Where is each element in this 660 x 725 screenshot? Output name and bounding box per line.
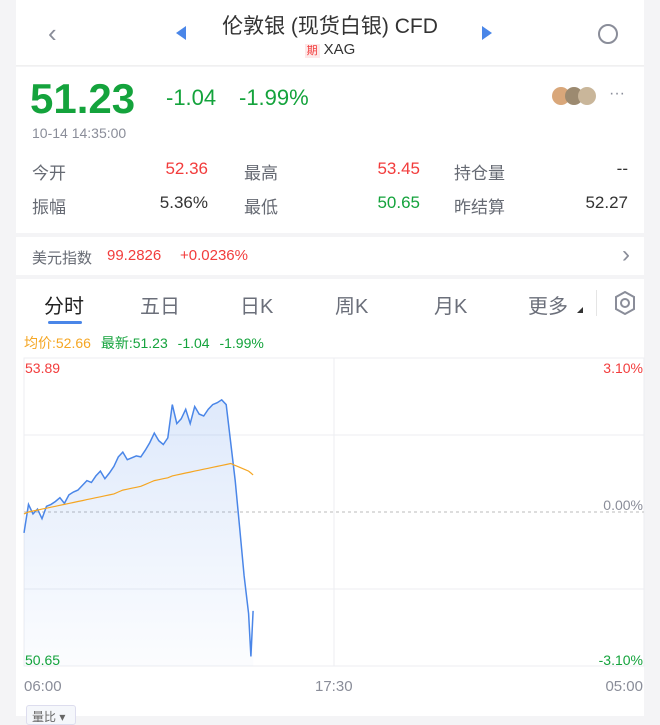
divider: [596, 290, 597, 316]
settings-icon[interactable]: [614, 290, 636, 316]
x-tick-end: 05:00: [605, 678, 643, 695]
price-change: -1.04: [166, 85, 217, 110]
latest-pct-label: -1.99%: [219, 335, 264, 351]
stat-value: 53.45: [377, 159, 420, 178]
stat-label: 最高: [244, 164, 278, 183]
stat-value: 52.36: [165, 159, 208, 178]
index-value: 99.2826: [107, 247, 162, 264]
latest-change-label: -1.04: [177, 335, 210, 351]
pct-max-label: 3.10%: [603, 360, 643, 376]
y-max-label: 53.89: [25, 360, 61, 376]
futures-badge: 期: [304, 44, 320, 58]
volume-ratio-button[interactable]: 量比 ▾: [26, 705, 76, 725]
tab-monthly-k[interactable]: 月K: [434, 296, 468, 318]
stat-label: 振幅: [32, 198, 66, 217]
index-name: 美元指数: [32, 250, 93, 267]
back-button[interactable]: ‹: [48, 18, 57, 48]
price-change-pct: -1.99%: [239, 85, 309, 110]
x-tick-mid: 17:30: [315, 678, 353, 695]
y-min-label: 50.65: [25, 652, 61, 668]
stat-label: 昨结算: [454, 198, 505, 217]
header: ‹ 伦敦银 (现货白银) CFD 期 XAG: [16, 0, 644, 66]
tab-more[interactable]: 更多: [528, 296, 568, 318]
tab-intraday[interactable]: 分时: [44, 296, 84, 318]
avg-price-label: 均价:52.66: [24, 335, 91, 351]
avg-price-line: [23, 462, 254, 515]
price-line: [23, 398, 254, 657]
stat-label: 持仓量: [454, 164, 505, 183]
volume-ratio-label: 量比: [32, 710, 57, 724]
quote-time: 10-14 14:35:00: [32, 125, 127, 141]
tab-weekly-k[interactable]: 周K: [335, 296, 369, 318]
stat-value: --: [616, 159, 628, 178]
next-arrow-icon[interactable]: [482, 26, 492, 40]
stat-value: 52.27: [585, 193, 628, 212]
symbol: XAG: [323, 41, 356, 58]
symbol-row: 期 XAG: [16, 41, 644, 58]
dollar-index-row[interactable]: 美元指数 99.2826 +0.0236% ›: [16, 237, 644, 275]
index-change: +0.0236%: [180, 247, 248, 264]
stat-label: 今开: [32, 164, 66, 183]
price-area: [24, 399, 254, 666]
x-tick-start: 06:00: [24, 678, 62, 695]
tab-five-day[interactable]: 五日: [140, 296, 180, 318]
chart-legend: 均价:52.66 最新:51.23 -1.04 -1.99%: [24, 333, 264, 353]
more-icon[interactable]: ···: [609, 85, 625, 102]
chevron-right-icon[interactable]: ›: [622, 241, 630, 268]
search-icon[interactable]: [598, 24, 618, 44]
pct-min-label: -3.10%: [598, 652, 643, 668]
page-title: 伦敦银 (现货白银) CFD: [222, 15, 438, 38]
dropdown-triangle-icon: [577, 307, 583, 313]
tab-daily-k[interactable]: 日K: [240, 296, 274, 318]
last-price: 51.23: [30, 75, 136, 122]
quote-panel: 51.23 -1.04 -1.99% ··· 10-14 14:35:00 今开…: [16, 67, 644, 233]
pct-zero-label: 0.00%: [603, 497, 643, 513]
avatars[interactable]: [552, 87, 606, 105]
prev-arrow-icon[interactable]: [176, 26, 186, 40]
latest-price-label: 最新:51.23: [100, 335, 168, 351]
stat-value: 5.36%: [159, 193, 208, 212]
stat-value: 50.65: [377, 193, 420, 212]
active-tab-indicator: [48, 321, 82, 324]
stat-label: 最低: [244, 198, 278, 217]
